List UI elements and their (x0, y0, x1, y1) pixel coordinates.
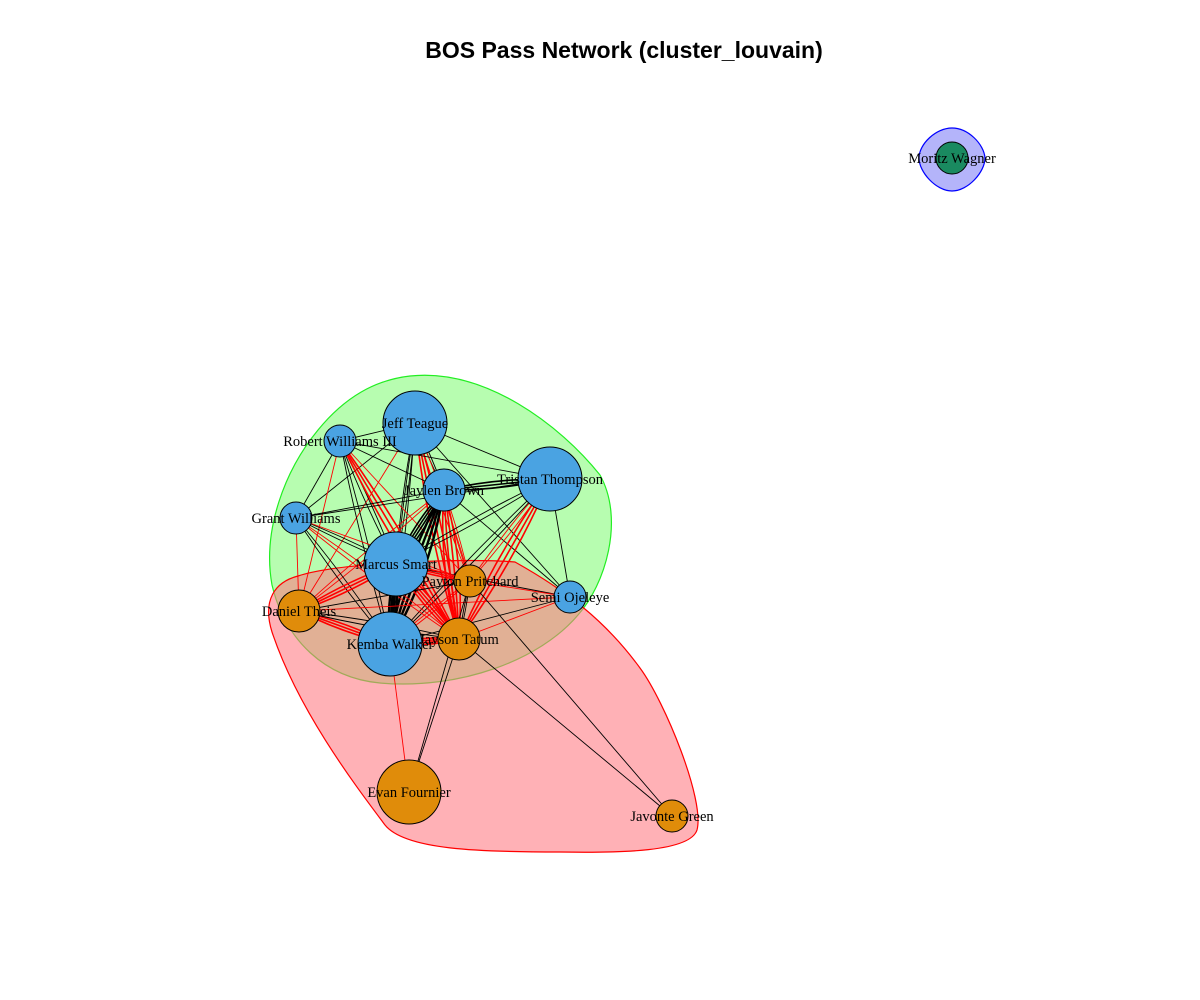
node-label-payton-pritchard: Payton Pritchard (421, 574, 519, 590)
edge-strand (298, 596, 571, 612)
node-label-semi-ojeleye: Semi Ojeleye (531, 590, 610, 606)
node-label-marcus-smart: Marcus Smart (355, 557, 437, 573)
edge-strand (458, 638, 673, 817)
nodes (277, 141, 969, 833)
node-labels: Jeff Teague Robert Williams III Jaylen Bro… (252, 151, 996, 825)
node-jaylen-brown[interactable] (422, 468, 466, 512)
node-label-kemba-walker: Kemba Walker (347, 637, 434, 653)
node-label-jeff-teague: Jeff Teague (382, 416, 449, 432)
node-label-evan-fournier: Evan Fournier (367, 785, 451, 801)
edge-payton-pritchard--javonte-green (469, 580, 673, 817)
node-label-javonte-green: Javonte Green (630, 809, 714, 825)
node-kemba-walker[interactable] (357, 611, 423, 677)
node-label-jaylen-brown: Jaylen Brown (404, 483, 485, 499)
edge-semi-ojeleye--daniel-theis (298, 596, 571, 612)
node-semi-ojeleye[interactable] (553, 580, 587, 614)
node-moritz-wagner[interactable] (935, 141, 969, 175)
node-daniel-theis[interactable] (277, 589, 321, 633)
node-label-grant-williams: Grant Williams (252, 511, 341, 527)
node-robert-williams-iii[interactable] (323, 424, 357, 458)
node-jayson-tatum[interactable] (437, 617, 481, 661)
chart-title: BOS Pass Network (cluster_louvain) (425, 37, 823, 63)
node-javonte-green[interactable] (655, 799, 689, 833)
node-payton-pritchard[interactable] (453, 564, 487, 598)
edge-strand (295, 478, 551, 519)
node-label-robert-williams-iii: Robert Williams III (283, 434, 397, 450)
edge-jayson-tatum--javonte-green (458, 638, 673, 817)
node-label-jayson-tatum: Jayson Tatum (419, 632, 499, 648)
node-label-tristan-thompson: Tristan Thompson (497, 472, 604, 488)
node-tristan-thompson[interactable] (517, 446, 583, 512)
node-label-moritz-wagner: Moritz Wagner (908, 151, 996, 167)
edge-strand (469, 580, 673, 817)
node-grant-williams[interactable] (279, 501, 313, 535)
node-evan-fournier[interactable] (376, 759, 442, 825)
node-marcus-smart[interactable] (363, 531, 429, 597)
node-label-daniel-theis: Daniel Theis (262, 604, 337, 620)
edge-tristan-thompson--grant-williams (295, 478, 551, 519)
node-jeff-teague[interactable] (382, 390, 448, 456)
